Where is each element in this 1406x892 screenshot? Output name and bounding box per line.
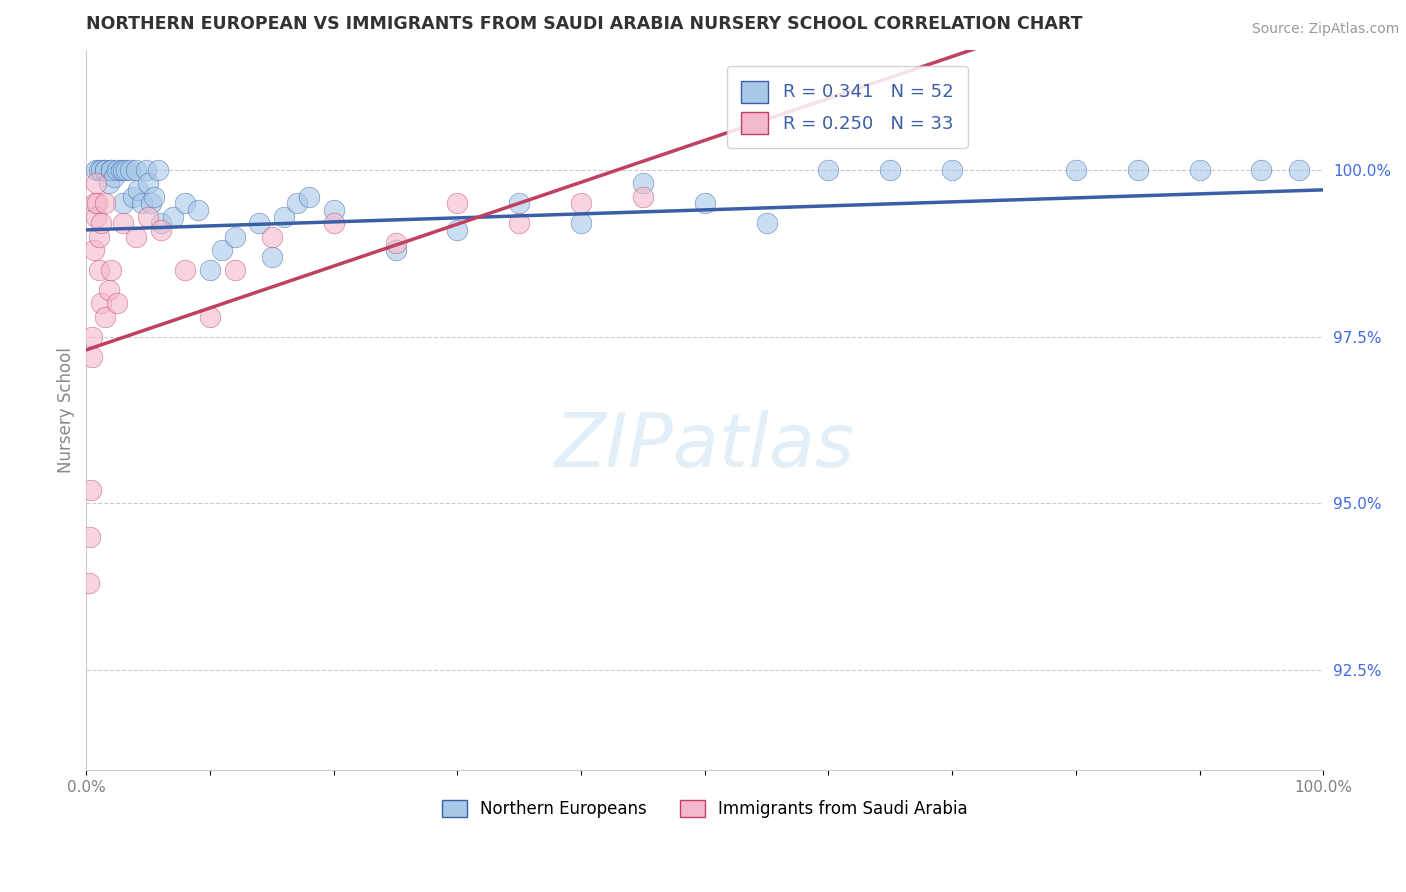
Text: ZIPatlas: ZIPatlas bbox=[555, 410, 855, 482]
Point bbox=[97, 176, 120, 190]
Point bbox=[198, 263, 221, 277]
Point bbox=[136, 210, 159, 224]
Point bbox=[110, 162, 132, 177]
Point bbox=[90, 162, 112, 177]
Point bbox=[1250, 162, 1272, 177]
Point bbox=[631, 189, 654, 203]
Point bbox=[187, 202, 209, 217]
Point bbox=[693, 196, 716, 211]
Point bbox=[112, 162, 135, 177]
Point bbox=[84, 210, 107, 224]
Point bbox=[146, 162, 169, 177]
Point bbox=[84, 196, 107, 211]
Point bbox=[80, 483, 103, 497]
Point bbox=[631, 176, 654, 190]
Point bbox=[755, 216, 778, 230]
Point bbox=[86, 196, 108, 211]
Point bbox=[135, 162, 157, 177]
Point bbox=[87, 263, 110, 277]
Point bbox=[94, 310, 117, 324]
Point bbox=[174, 263, 197, 277]
Point bbox=[384, 236, 406, 251]
Point bbox=[1126, 162, 1149, 177]
Point bbox=[103, 169, 125, 184]
Point bbox=[100, 162, 122, 177]
Text: NORTHERN EUROPEAN VS IMMIGRANTS FROM SAUDI ARABIA NURSERY SCHOOL CORRELATION CHA: NORTHERN EUROPEAN VS IMMIGRANTS FROM SAU… bbox=[86, 15, 1083, 33]
Point bbox=[105, 296, 128, 310]
Point bbox=[115, 162, 138, 177]
Point bbox=[125, 162, 148, 177]
Point bbox=[322, 202, 344, 217]
Point bbox=[131, 196, 153, 211]
Point bbox=[298, 189, 321, 203]
Point bbox=[94, 162, 117, 177]
Point bbox=[224, 263, 246, 277]
Point bbox=[77, 576, 100, 591]
Point bbox=[260, 229, 283, 244]
Point bbox=[198, 310, 221, 324]
Point bbox=[100, 162, 122, 177]
Point bbox=[143, 189, 166, 203]
Point bbox=[136, 176, 159, 190]
Point bbox=[569, 196, 592, 211]
Point bbox=[83, 243, 105, 257]
Point bbox=[285, 196, 308, 211]
Point bbox=[87, 229, 110, 244]
Point bbox=[84, 176, 107, 190]
Point bbox=[112, 196, 135, 211]
Text: Source: ZipAtlas.com: Source: ZipAtlas.com bbox=[1251, 22, 1399, 37]
Point bbox=[1188, 162, 1211, 177]
Point bbox=[249, 216, 271, 230]
Point bbox=[508, 196, 530, 211]
Point bbox=[94, 196, 117, 211]
Point bbox=[1288, 162, 1310, 177]
Point bbox=[118, 162, 141, 177]
Point bbox=[105, 162, 128, 177]
Point bbox=[817, 162, 839, 177]
Point bbox=[149, 223, 172, 237]
Point bbox=[508, 216, 530, 230]
Point bbox=[224, 229, 246, 244]
Point bbox=[569, 216, 592, 230]
Legend: Northern Europeans, Immigrants from Saudi Arabia: Northern Europeans, Immigrants from Saud… bbox=[433, 791, 976, 827]
Point bbox=[273, 210, 295, 224]
Point bbox=[446, 196, 468, 211]
Point bbox=[941, 162, 963, 177]
Point bbox=[879, 162, 901, 177]
Point bbox=[127, 183, 149, 197]
Point bbox=[82, 350, 104, 364]
Point bbox=[162, 210, 184, 224]
Point bbox=[79, 530, 101, 544]
Point bbox=[384, 243, 406, 257]
Point bbox=[100, 263, 122, 277]
Point bbox=[149, 216, 172, 230]
Point bbox=[260, 250, 283, 264]
Point bbox=[90, 216, 112, 230]
Point bbox=[322, 216, 344, 230]
Point bbox=[84, 162, 107, 177]
Y-axis label: Nursery School: Nursery School bbox=[58, 347, 75, 473]
Point bbox=[87, 162, 110, 177]
Point bbox=[174, 196, 197, 211]
Point bbox=[125, 229, 148, 244]
Point bbox=[112, 216, 135, 230]
Point bbox=[1064, 162, 1087, 177]
Point bbox=[90, 296, 112, 310]
Point bbox=[211, 243, 233, 257]
Point bbox=[97, 283, 120, 297]
Point bbox=[139, 196, 162, 211]
Point bbox=[82, 329, 104, 343]
Point bbox=[122, 189, 145, 203]
Point bbox=[94, 162, 117, 177]
Point bbox=[446, 223, 468, 237]
